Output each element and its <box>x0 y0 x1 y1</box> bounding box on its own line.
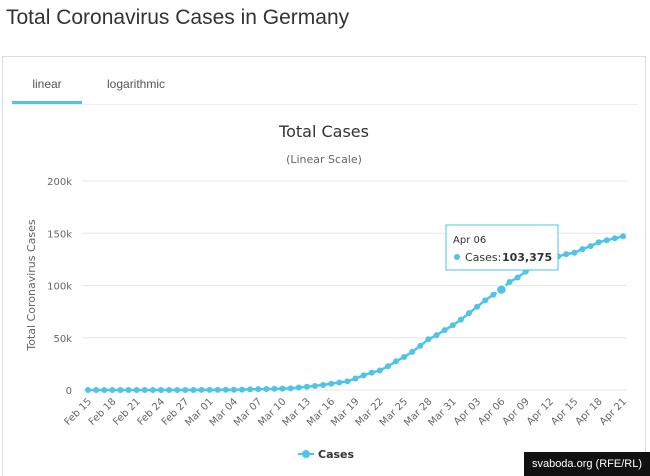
data-point[interactable] <box>311 383 318 390</box>
data-point[interactable] <box>206 386 213 393</box>
data-point[interactable] <box>279 385 286 392</box>
data-point[interactable] <box>611 235 618 242</box>
y-tick-label: 100k <box>47 282 72 293</box>
y-tick-label: 200k <box>47 177 72 188</box>
data-point[interactable] <box>384 363 391 370</box>
tooltip-series-dot <box>454 254 460 260</box>
grid-lines <box>82 180 627 391</box>
data-point[interactable] <box>490 291 497 298</box>
data-point[interactable] <box>401 354 408 361</box>
data-point[interactable] <box>149 386 156 393</box>
data-point[interactable] <box>133 386 140 393</box>
data-point[interactable] <box>295 384 302 391</box>
data-point[interactable] <box>263 386 270 393</box>
data-point[interactable] <box>474 303 481 310</box>
data-point[interactable] <box>182 386 189 393</box>
data-point[interactable] <box>320 381 327 388</box>
data-point[interactable] <box>344 378 351 385</box>
data-point[interactable] <box>222 386 229 393</box>
data-point[interactable] <box>166 386 173 393</box>
data-point[interactable] <box>93 386 100 393</box>
data-point[interactable] <box>287 385 294 392</box>
data-point[interactable] <box>571 249 578 256</box>
data-point[interactable] <box>563 251 570 258</box>
data-point[interactable] <box>506 278 513 285</box>
active-tab-indicator <box>12 101 82 104</box>
data-point[interactable] <box>190 386 197 393</box>
data-point[interactable] <box>117 386 124 393</box>
data-point[interactable] <box>141 386 148 393</box>
data-point[interactable] <box>198 386 205 393</box>
tooltip-box <box>445 224 559 271</box>
tooltip-value: 103,375 <box>502 251 552 264</box>
y-tick-label: 0 <box>66 386 72 397</box>
y-tick-label: 50k <box>53 334 72 345</box>
data-point[interactable] <box>271 385 278 392</box>
data-point[interactable] <box>109 386 116 393</box>
data-point[interactable] <box>157 386 164 393</box>
data-point[interactable] <box>239 386 246 393</box>
data-point[interactable] <box>336 379 343 386</box>
data-point[interactable] <box>579 246 586 253</box>
data-point[interactable] <box>433 332 440 339</box>
data-point[interactable] <box>368 369 375 376</box>
page-title: Total Coronavirus Cases in Germany <box>6 6 350 29</box>
data-point[interactable] <box>352 375 359 382</box>
y-axis-label: Total Coronavirus Cases <box>25 219 38 352</box>
data-point[interactable] <box>587 243 594 250</box>
data-point[interactable] <box>247 386 254 393</box>
data-point[interactable] <box>230 386 237 393</box>
legend-label-cases[interactable]: Cases <box>318 448 355 461</box>
data-point[interactable] <box>303 383 310 390</box>
data-point[interactable] <box>482 297 489 304</box>
tooltip-date: Apr 06 <box>453 235 486 246</box>
y-axis-ticks: 0 50k 100k 150k 200k <box>47 177 72 397</box>
chart-subtitle: (Linear Scale) <box>286 153 362 166</box>
data-point[interactable] <box>125 386 132 393</box>
data-point[interactable] <box>360 372 367 379</box>
data-point[interactable] <box>449 322 456 329</box>
tabs-divider <box>12 104 638 105</box>
data-point[interactable] <box>603 237 610 244</box>
data-point[interactable] <box>409 348 416 355</box>
data-point[interactable] <box>425 336 432 343</box>
data-point[interactable] <box>101 386 108 393</box>
data-point[interactable] <box>85 386 91 393</box>
image-credit: svaboda.org (RFE/RL) <box>523 452 650 476</box>
tooltip-series-label: Cases: <box>465 251 501 264</box>
data-point[interactable] <box>514 274 521 281</box>
data-point[interactable] <box>441 327 448 334</box>
data-point[interactable] <box>465 310 472 317</box>
tab-linear[interactable]: linear <box>32 77 62 91</box>
y-tick-label: 150k <box>47 229 72 240</box>
data-point[interactable] <box>255 386 262 393</box>
data-point[interactable] <box>457 316 464 323</box>
data-point[interactable] <box>328 380 335 387</box>
highlighted-data-point[interactable] <box>495 283 508 296</box>
tab-logarithmic[interactable]: logarithmic <box>107 77 166 91</box>
data-point[interactable] <box>393 358 400 365</box>
data-point[interactable] <box>595 239 602 246</box>
legend-marker <box>302 450 310 458</box>
data-point[interactable] <box>620 233 626 240</box>
legend[interactable]: Cases <box>298 448 355 461</box>
data-point[interactable] <box>417 342 424 349</box>
tooltip: Apr 06 Cases: 103,375 <box>445 224 559 271</box>
chart-title: Total Cases <box>278 122 369 141</box>
x-tick-label: Apr 21 <box>598 396 629 427</box>
data-point[interactable] <box>174 386 181 393</box>
data-point[interactable] <box>376 367 383 374</box>
data-point[interactable] <box>214 386 221 393</box>
